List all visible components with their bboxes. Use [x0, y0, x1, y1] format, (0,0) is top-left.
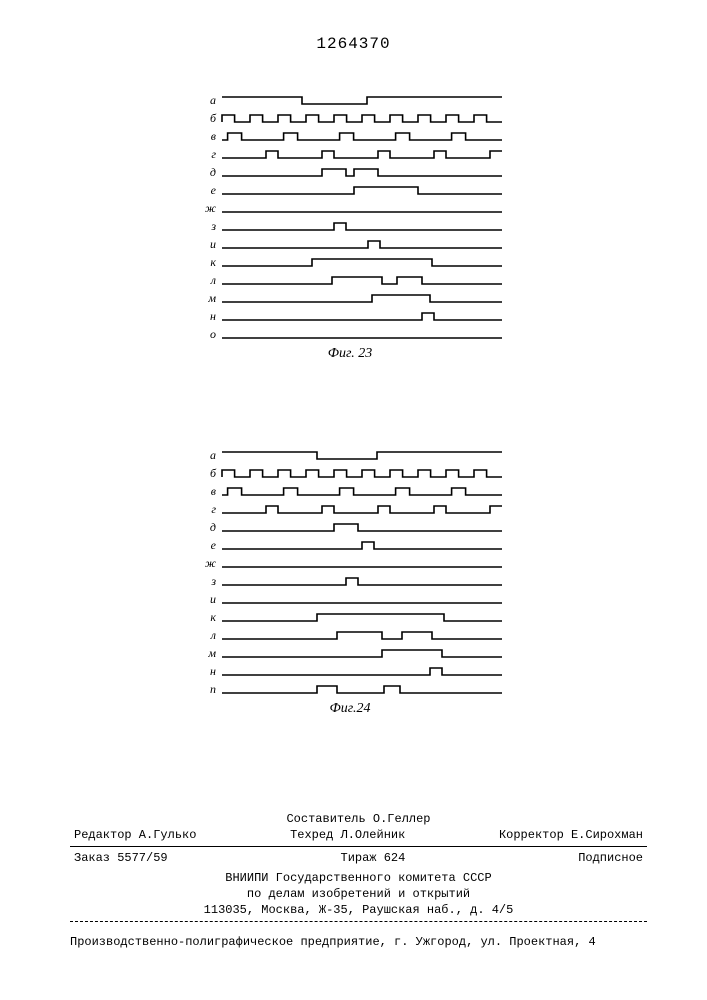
editor-name: Редактор А.Гулько — [74, 827, 196, 843]
svg-text:е: е — [211, 538, 217, 552]
figure-24-timing-diagram: абвгдежзиклмнп — [200, 445, 502, 697]
order-line: Заказ 5577/59 Тираж 624 Подписное — [70, 850, 647, 866]
order-number: Заказ 5577/59 — [74, 850, 168, 866]
publisher-address: 113035, Москва, Ж-35, Раушская наб., д. … — [70, 902, 647, 918]
svg-text:в: в — [211, 129, 216, 143]
subscription-label: Подписное — [578, 850, 643, 866]
svg-text:м: м — [207, 291, 216, 305]
svg-text:б: б — [210, 466, 217, 480]
svg-text:д: д — [210, 165, 216, 179]
svg-text:л: л — [210, 628, 216, 642]
page-number: 1264370 — [0, 35, 707, 53]
svg-text:ж: ж — [205, 201, 216, 215]
svg-text:г: г — [211, 147, 216, 161]
svg-text:а: а — [210, 93, 216, 107]
svg-text:д: д — [210, 520, 216, 534]
publisher-line2: по делам изобретений и открытий — [70, 886, 647, 902]
divider — [70, 846, 647, 847]
svg-text:г: г — [211, 502, 216, 516]
printing-house-line: Производственно-полиграфическое предприя… — [70, 935, 647, 949]
tech-editor-name: Техред Л.Олейник — [290, 827, 405, 843]
svg-text:о: о — [210, 327, 216, 341]
corrector-name: Корректор Е.Сирохман — [499, 827, 643, 843]
svg-text:к: к — [210, 610, 216, 624]
svg-text:н: н — [210, 664, 216, 678]
figure-23-caption: Фиг. 23 — [200, 346, 500, 362]
svg-text:б: б — [210, 111, 217, 125]
svg-text:к: к — [210, 255, 216, 269]
svg-text:е: е — [211, 183, 217, 197]
svg-text:п: п — [210, 682, 216, 696]
editor-line: Редактор А.Гулько Техред Л.Олейник Корре… — [70, 827, 647, 843]
svg-text:н: н — [210, 309, 216, 323]
svg-text:л: л — [210, 273, 216, 287]
svg-text:з: з — [210, 219, 216, 233]
divider-dashed — [70, 921, 647, 922]
svg-text:з: з — [210, 574, 216, 588]
compiler-line: Составитель О.Геллер — [70, 811, 647, 827]
svg-text:и: и — [210, 592, 216, 606]
svg-text:а: а — [210, 448, 216, 462]
print-run: Тираж 624 — [341, 850, 406, 866]
publisher-line1: ВНИИПИ Государственного комитета СССР — [70, 870, 647, 886]
svg-text:в: в — [211, 484, 216, 498]
figure-24-caption: Фиг.24 — [200, 701, 500, 717]
svg-text:ж: ж — [205, 556, 216, 570]
svg-text:и: и — [210, 237, 216, 251]
colophon-block: Составитель О.Геллер Редактор А.Гулько Т… — [70, 811, 647, 925]
figure-23-timing-diagram: абвгдежзиклмно — [200, 90, 502, 342]
svg-text:м: м — [207, 646, 216, 660]
